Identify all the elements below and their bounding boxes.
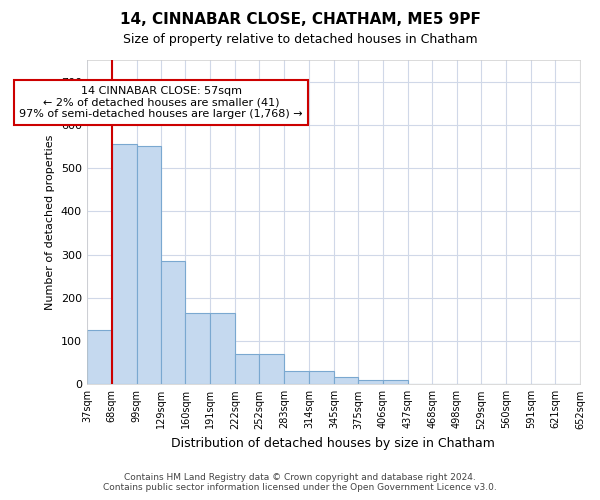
Bar <box>259 354 284 384</box>
Text: 14 CINNABAR CLOSE: 57sqm
← 2% of detached houses are smaller (41)
97% of semi-de: 14 CINNABAR CLOSE: 57sqm ← 2% of detache… <box>19 86 303 119</box>
Bar <box>284 372 309 384</box>
Bar <box>309 372 334 384</box>
Text: Size of property relative to detached houses in Chatham: Size of property relative to detached ho… <box>122 32 478 46</box>
Bar <box>112 144 137 384</box>
Y-axis label: Number of detached properties: Number of detached properties <box>46 134 55 310</box>
Bar <box>358 380 383 384</box>
Bar <box>185 313 211 384</box>
Bar <box>211 313 235 384</box>
Bar <box>383 380 407 384</box>
Bar <box>235 354 259 384</box>
Text: Contains HM Land Registry data © Crown copyright and database right 2024.
Contai: Contains HM Land Registry data © Crown c… <box>103 473 497 492</box>
Bar <box>87 330 112 384</box>
Bar <box>137 146 161 384</box>
Bar <box>334 377 358 384</box>
X-axis label: Distribution of detached houses by size in Chatham: Distribution of detached houses by size … <box>172 437 496 450</box>
Text: 14, CINNABAR CLOSE, CHATHAM, ME5 9PF: 14, CINNABAR CLOSE, CHATHAM, ME5 9PF <box>119 12 481 28</box>
Bar <box>161 261 185 384</box>
